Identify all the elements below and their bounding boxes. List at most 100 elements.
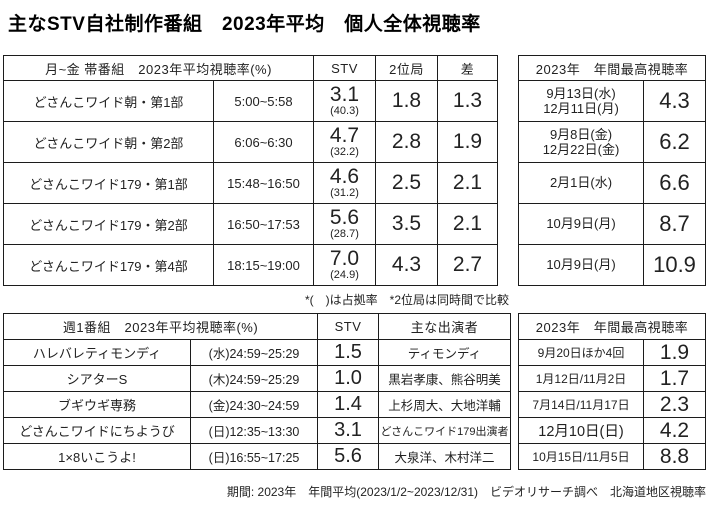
- column-header-stv: STV: [317, 313, 379, 340]
- table-row: どさんこワイド179・第2部 16:50~17:53 5.6 (28.7) 3.…: [3, 203, 498, 245]
- second-station-rating: 1.8: [375, 80, 438, 122]
- peak-rating: 4.3: [642, 80, 707, 122]
- program-name: どさんこワイド179・第2部: [3, 203, 214, 245]
- peak-date: 9月13日(水) 12月11日(月): [518, 80, 644, 122]
- weekly-ratings-table: 週1番組 2023年平均視聴率(%) STV 主な出演者 ハレバレティモンディ …: [3, 313, 511, 470]
- stv-rating: 3.1: [317, 417, 379, 444]
- main-cast: 黒岩孝康、熊谷明美: [378, 365, 511, 392]
- weekday-peak-table-title: 2023年 年間最高視聴率: [517, 55, 707, 81]
- table-row: どさんこワイド179・第4部 18:15~19:00 7.0 (24.9) 4.…: [3, 244, 498, 286]
- stv-rating: 4.7: [329, 124, 360, 148]
- program-name: どさんこワイド179・第1部: [3, 162, 214, 204]
- rating-difference: 2.1: [437, 162, 498, 204]
- share-footnote: *( )は占拠率 *2位局は同時間で比較: [305, 293, 510, 307]
- table-row: 7月14日/11月17日 2.3: [518, 391, 707, 418]
- stv-rating: 4.6: [329, 165, 360, 189]
- table-row: ハレバレティモンディ (水)24:59~25:29 1.5 ティモンディ: [3, 339, 511, 366]
- broadcast-time: 5:00~5:58: [213, 80, 314, 122]
- program-name: ブギウギ専務: [3, 391, 191, 418]
- table-row: どさんこワイド179・第1部 15:48~16:50 4.6 (31.2) 2.…: [3, 162, 498, 204]
- stv-rating: 3.1: [329, 83, 360, 107]
- second-station-rating: 3.5: [375, 203, 438, 245]
- rating-difference: 2.1: [437, 203, 498, 245]
- stv-rating-cell: 3.1 (40.3): [313, 80, 376, 122]
- table-row: どさんこワイド朝・第1部 5:00~5:58 3.1 (40.3) 1.8 1.…: [3, 80, 498, 122]
- weekly-header-row: 週1番組 2023年平均視聴率(%) STV 主な出演者: [3, 313, 511, 340]
- stv-rating: 7.0: [329, 247, 360, 271]
- program-name: 1×8いこうよ!: [3, 443, 191, 470]
- stv-rating: 5.6: [329, 206, 360, 230]
- table-row: 1×8いこうよ! (日)16:55~17:25 5.6 大泉洋、木村洋二: [3, 443, 511, 470]
- peak-date: 10月9日(月): [518, 203, 644, 245]
- column-header-stv: STV: [313, 55, 376, 81]
- column-header-second-station: 2位局: [375, 55, 438, 81]
- peak-rating: 1.7: [642, 365, 707, 392]
- weekday-ratings-table: 月~金 帯番組 2023年平均視聴率(%) STV 2位局 差 どさんこワイド朝…: [3, 55, 498, 286]
- broadcast-time: (木)24:59~25:29: [190, 365, 318, 392]
- broadcast-time: (日)12:35~13:30: [190, 417, 318, 444]
- peak-rating: 6.2: [642, 121, 707, 163]
- weekday-header-row: 月~金 帯番組 2023年平均視聴率(%) STV 2位局 差: [3, 55, 498, 81]
- peak-rating: 8.8: [642, 443, 707, 470]
- broadcast-time: 16:50~17:53: [213, 203, 314, 245]
- program-name: ハレバレティモンディ: [3, 339, 191, 366]
- weekly-peak-table-title: 2023年 年間最高視聴率: [517, 313, 707, 340]
- table-row: 2月1日(水) 6.6: [518, 162, 707, 204]
- weekly-peak-header-row: 2023年 年間最高視聴率: [517, 313, 707, 340]
- rating-difference: 1.9: [437, 121, 498, 163]
- column-header-cast: 主な出演者: [378, 313, 511, 340]
- table-row: 10月9日(月) 8.7: [518, 203, 707, 245]
- main-cast: ティモンディ: [378, 339, 511, 366]
- table-row: どさんこワイド朝・第2部 6:06~6:30 4.7 (32.2) 2.8 1.…: [3, 121, 498, 163]
- broadcast-time: 6:06~6:30: [213, 121, 314, 163]
- table-row: 9月8日(金) 12月22日(金) 6.2: [518, 121, 707, 163]
- weekday-peak-table: 2023年 年間最高視聴率 9月13日(水) 12月11日(月) 4.3 9月8…: [517, 55, 707, 286]
- stv-rating-cell: 4.6 (31.2): [313, 162, 376, 204]
- second-station-rating: 2.8: [375, 121, 438, 163]
- stv-rating: 1.5: [317, 339, 379, 366]
- rating-difference: 2.7: [437, 244, 498, 286]
- stv-rating-cell: 4.7 (32.2): [313, 121, 376, 163]
- table-row: ブギウギ専務 (金)24:30~24:59 1.4 上杉周大、大地洋輔: [3, 391, 511, 418]
- peak-date: 9月8日(金) 12月22日(金): [518, 121, 644, 163]
- peak-date: 9月20日ほか4回: [518, 339, 644, 366]
- peak-rating: 4.2: [642, 417, 707, 444]
- stv-rating-cell: 5.6 (28.7): [313, 203, 376, 245]
- main-cast: どさんこワイド179出演者: [378, 417, 511, 444]
- weekly-table-title: 週1番組 2023年平均視聴率(%): [3, 313, 318, 340]
- program-name: どさんこワイド179・第4部: [3, 244, 214, 286]
- broadcast-time: 18:15~19:00: [213, 244, 314, 286]
- audience-share: (31.2): [330, 187, 359, 200]
- survey-source-note: 期間: 2023年 年間平均(2023/1/2~2023/12/31) ビデオリ…: [226, 485, 706, 499]
- second-station-rating: 4.3: [375, 244, 438, 286]
- table-row: どさんこワイドにちようび (日)12:35~13:30 3.1 どさんこワイド1…: [3, 417, 511, 444]
- table-row: 12月10日(日) 4.2: [518, 417, 707, 444]
- peak-rating: 6.6: [642, 162, 707, 204]
- peak-date: 1月12日/11月2日: [518, 365, 644, 392]
- program-name: どさんこワイド朝・第2部: [3, 121, 214, 163]
- peak-rating: 2.3: [642, 391, 707, 418]
- broadcast-time: (金)24:30~24:59: [190, 391, 318, 418]
- weekday-table-title: 月~金 帯番組 2023年平均視聴率(%): [3, 55, 314, 81]
- page-title: 主なSTV自社制作番組 2023年平均 個人全体視聴率: [8, 14, 481, 35]
- peak-rating: 1.9: [642, 339, 707, 366]
- program-name: どさんこワイド朝・第1部: [3, 80, 214, 122]
- table-row: 10月15日/11月5日 8.8: [518, 443, 707, 470]
- program-name: シアターS: [3, 365, 191, 392]
- audience-share: (28.7): [330, 228, 359, 241]
- table-row: シアターS (木)24:59~25:29 1.0 黒岩孝康、熊谷明美: [3, 365, 511, 392]
- second-station-rating: 2.5: [375, 162, 438, 204]
- table-row: 1月12日/11月2日 1.7: [518, 365, 707, 392]
- audience-share: (40.3): [330, 105, 359, 118]
- broadcast-time: (水)24:59~25:29: [190, 339, 318, 366]
- peak-rating: 10.9: [642, 244, 707, 286]
- main-cast: 上杉周大、大地洋輔: [378, 391, 511, 418]
- main-cast: 大泉洋、木村洋二: [378, 443, 511, 470]
- peak-date: 12月10日(日): [518, 417, 644, 444]
- weekday-peak-header-row: 2023年 年間最高視聴率: [517, 55, 707, 81]
- stv-rating: 1.4: [317, 391, 379, 418]
- stv-rating: 1.0: [317, 365, 379, 392]
- audience-share: (32.2): [330, 146, 359, 159]
- broadcast-time: 15:48~16:50: [213, 162, 314, 204]
